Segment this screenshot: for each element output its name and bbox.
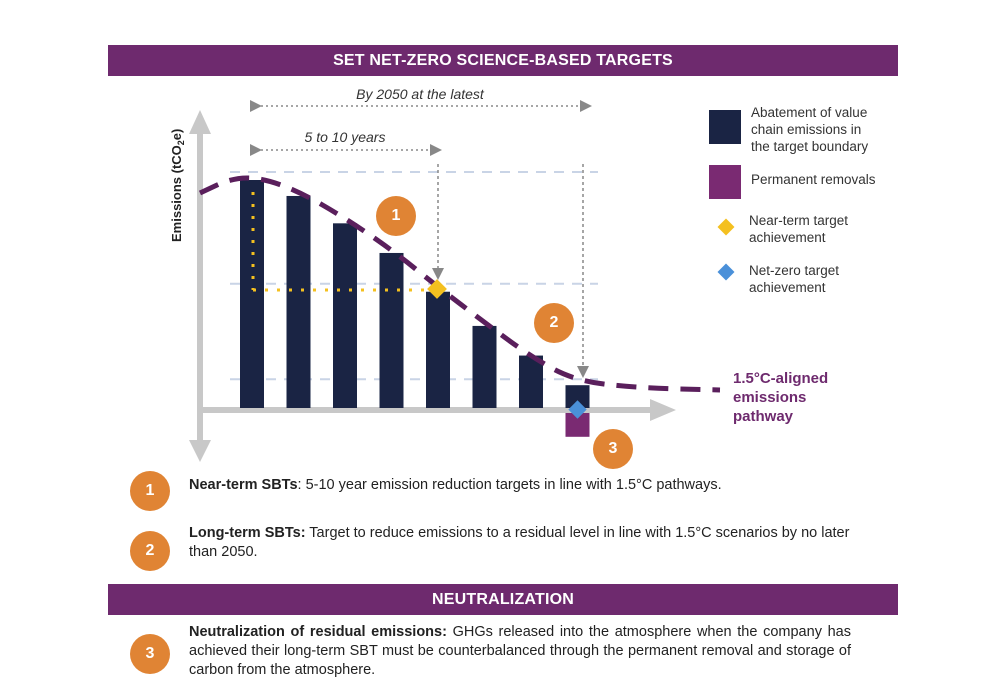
chart-badge-2-text: 2: [549, 314, 559, 331]
note-long-term-title: Long-term SBTs:: [189, 525, 306, 541]
legend-nearterm-label: Near-term target achievement: [749, 213, 849, 245]
netzero-diamond-marker: [568, 400, 587, 419]
chart-badge-3: 3: [593, 429, 633, 469]
note-long-term-text: Target to reduce emissions to a residual…: [189, 525, 850, 560]
bar-5: [426, 291, 450, 408]
x-axis-arrowhead: [650, 399, 676, 421]
chart-badge-1: 1: [376, 196, 416, 236]
bar-1: [240, 180, 264, 408]
neutralization-banner: NEUTRALIZATION: [108, 584, 898, 615]
header-title: SET NET-ZERO SCIENCE-BASED TARGETS: [333, 51, 673, 69]
pathway-curve: [198, 175, 721, 393]
nearterm-diamond-marker: [427, 279, 447, 299]
legend-netzero-label: Net-zero target achievement: [749, 263, 840, 295]
legend-removals-swatch: [709, 165, 741, 199]
legend-removals-label: Permanent removals: [751, 172, 876, 187]
note-badge-1: 1: [130, 471, 170, 511]
y-axis-label: Emissions (tCO2e): [169, 129, 186, 242]
pathway-label-line-3: pathway: [733, 408, 794, 425]
note-badge-2: 2: [130, 531, 170, 571]
span-long-label: By 2050 at the latest: [356, 86, 485, 102]
note-long-term: Long-term SBTs: Target to reduce emissio…: [189, 524, 869, 562]
note-neutralization-title: Neutralization of residual emissions:: [189, 624, 447, 640]
note-near-term-title: Near-term SBTs: [189, 477, 298, 493]
note-neutralization: Neutralization of residual emissions: GH…: [189, 623, 851, 680]
y-axis-arrowhead: [189, 110, 211, 134]
pathway-label-line-1: 1.5°C-aligned: [733, 370, 829, 387]
bar-7: [519, 355, 543, 408]
removal-bar: [565, 413, 590, 437]
pathway-label-line-2: emissions: [733, 389, 807, 406]
chart-badge-2: 2: [534, 303, 574, 343]
y-axis-down-arrowhead: [189, 440, 211, 462]
legend-abatement-swatch: [709, 110, 741, 144]
pathway-label: 1.5°C-aligned emissions pathway: [733, 369, 828, 426]
bar-8: [565, 385, 590, 408]
note-neutralization-text: GHGs released into the atmosphere when t…: [189, 624, 851, 678]
bar-6: [472, 325, 497, 408]
chart-badge-3-text: 3: [608, 440, 618, 457]
neutralization-title: NEUTRALIZATION: [431, 590, 575, 608]
header-banner: SET NET-ZERO SCIENCE-BASED TARGETS: [108, 45, 898, 76]
chart-badge-1-text: 1: [391, 207, 401, 224]
note-near-term-text: : 5-10 year emission reduction targets i…: [297, 477, 722, 493]
bar-3: [333, 223, 357, 408]
bar-2: [286, 195, 311, 408]
span-short-label: 5 to 10 years: [305, 129, 386, 145]
note-near-term: Near-term SBTs: 5-10 year emission reduc…: [189, 476, 869, 495]
legend-abatement-label: Abatement of value chain emissions in th…: [751, 105, 869, 154]
bar-4: [379, 252, 404, 408]
note-badge-3: 3: [130, 634, 170, 674]
